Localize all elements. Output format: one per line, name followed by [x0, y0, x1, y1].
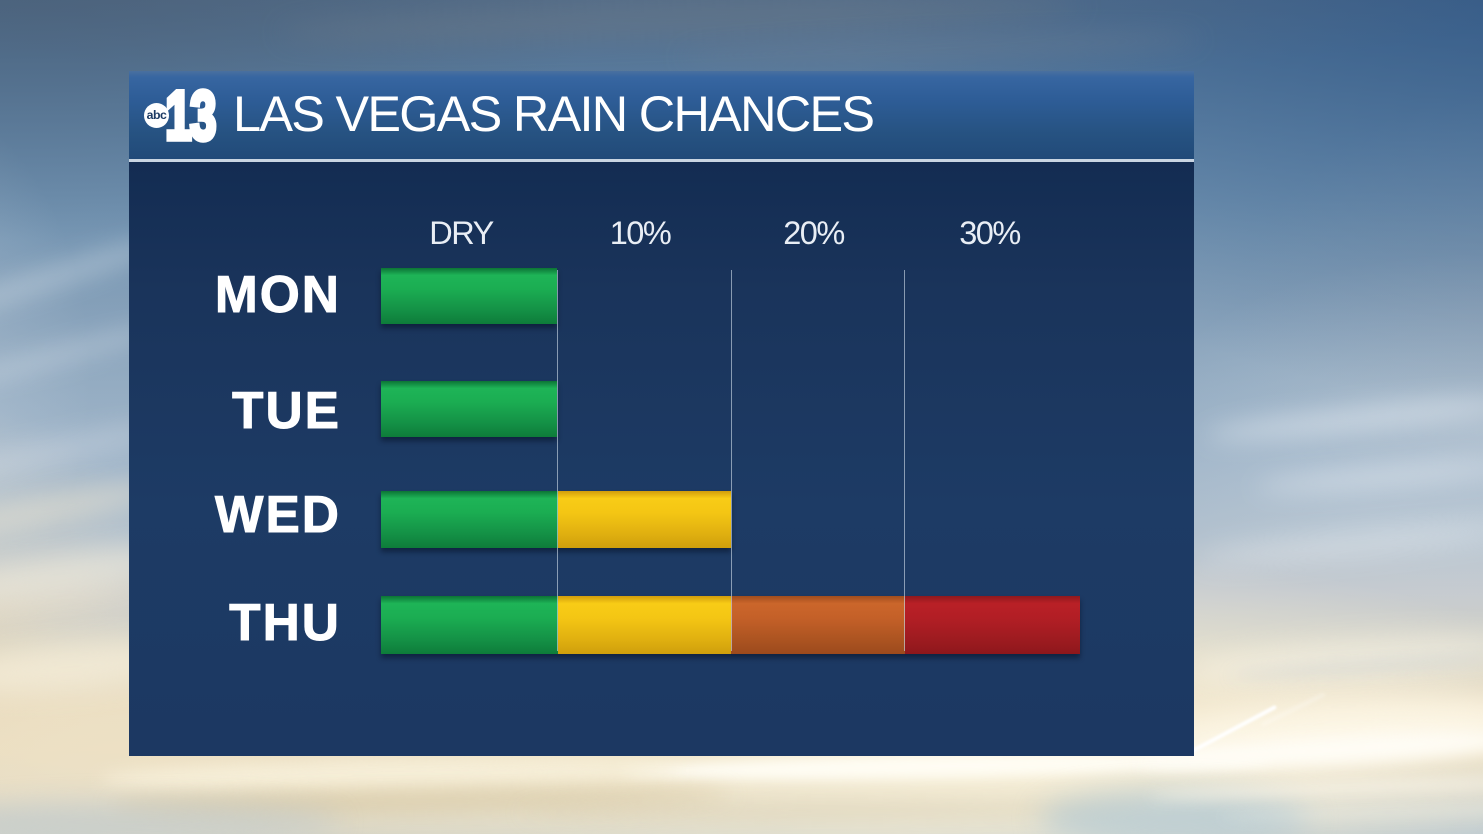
svg-text:13: 13	[165, 81, 215, 154]
